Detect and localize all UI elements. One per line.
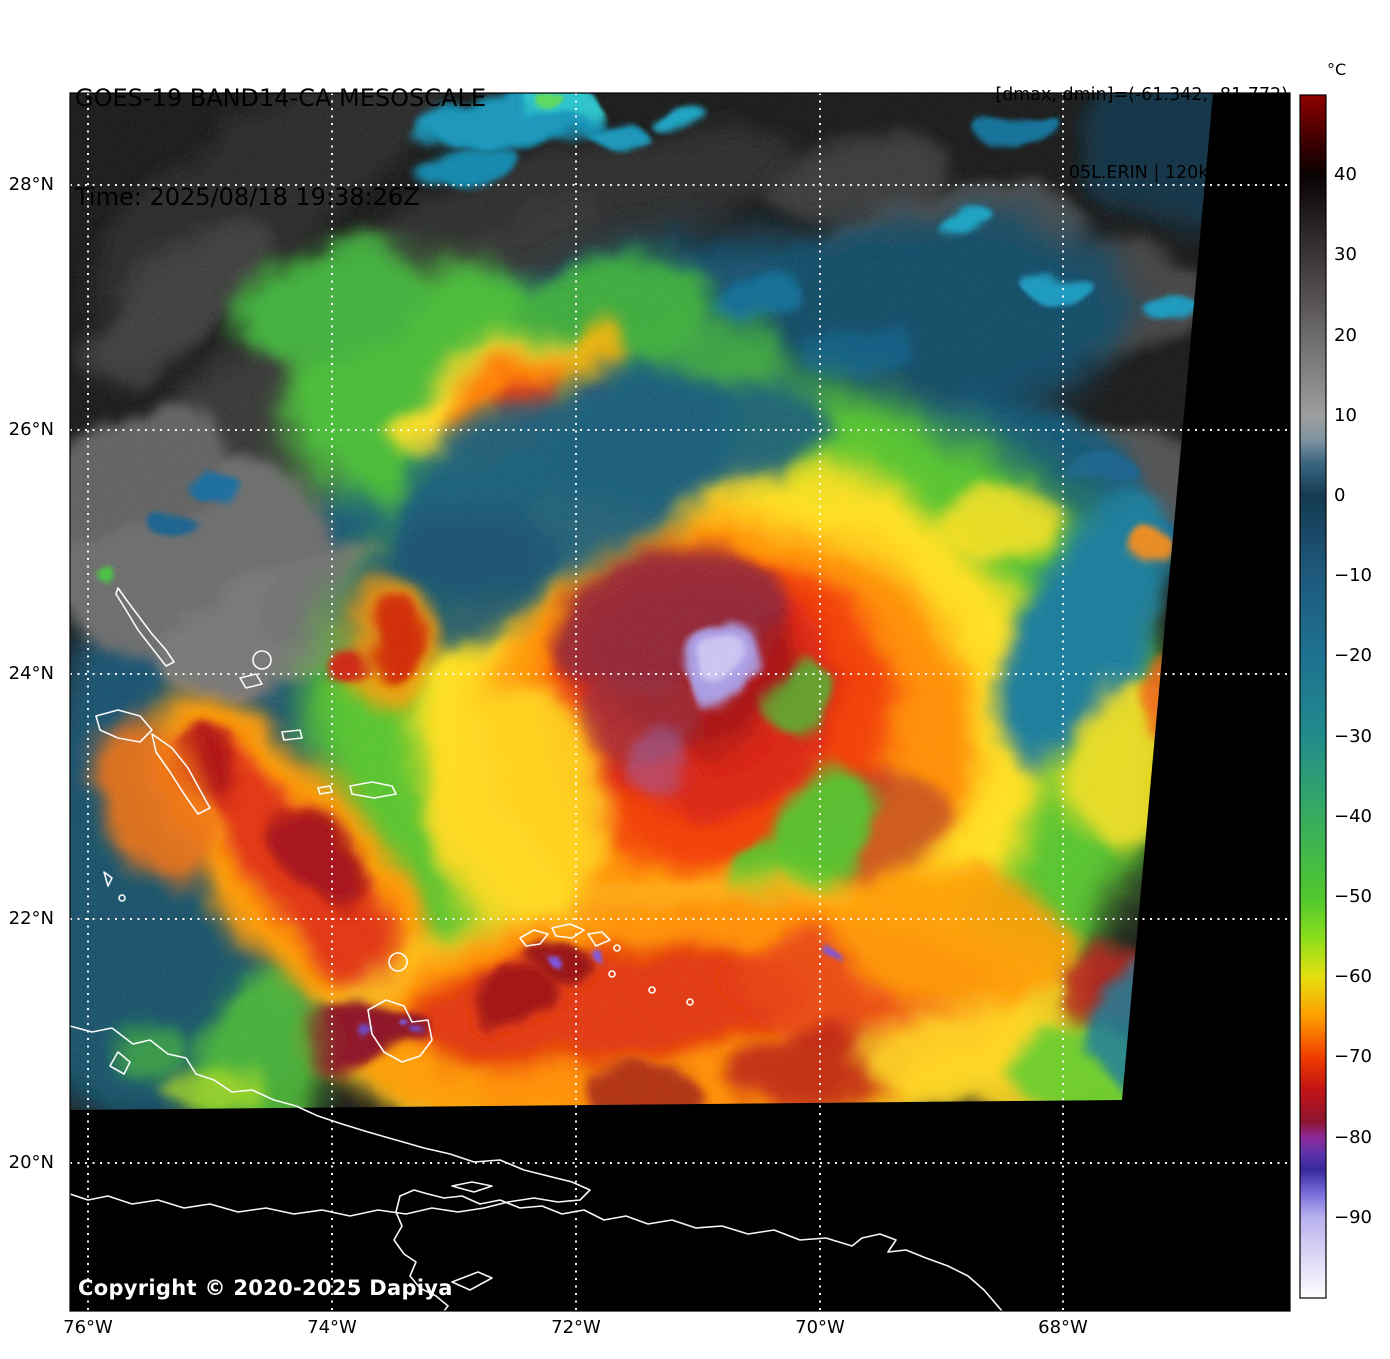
colorbar-tick-label: 10 [1334,407,1357,425]
colorbar-tick-label: 30 [1334,246,1357,264]
colorbar-tick-label: 0 [1334,487,1345,505]
lon-tick-label: 76°W [63,1317,113,1338]
colorbar-tick-label: −60 [1334,968,1372,986]
colorbar-tick-label: −10 [1334,567,1372,585]
plot-title: GOES-19 BAND14-CA MESOSCALE [75,82,486,115]
lat-tick-label: 28°N [0,176,62,194]
lon-tick-label: 72°W [551,1317,601,1338]
meta-block: [dmax, dmin]=(-61.342, -81.772) 05L.ERIN… [995,30,1288,212]
lat-tick-label: 22°N [0,910,62,928]
title-block: GOES-19 BAND14-CA MESOSCALE Time: 2025/0… [75,16,486,247]
colorbar-tick-label: −50 [1334,888,1372,906]
goes-satellite-viewer: { "header": { "title_line1": "GOES-19 BA… [0,0,1390,1359]
lat-tick-label: 26°N [0,421,62,439]
colorbar-tick-label: 20 [1334,327,1357,345]
colorbar-tick-label: 40 [1334,166,1357,184]
colorbar-tick-label: −80 [1334,1129,1372,1147]
dmax-dmin-readout: [dmax, dmin]=(-61.342, -81.772) [995,82,1288,108]
lon-tick-label: 70°W [795,1317,845,1338]
colorbar-tick-label: −40 [1334,808,1372,826]
colorbar-tick-label: −30 [1334,728,1372,746]
colorbar-tick-label: −90 [1334,1209,1372,1227]
lat-tick-label: 20°N [0,1154,62,1172]
plot-timestamp: Time: 2025/08/18 19:38:26Z [75,181,486,214]
colorbar-tick-label: −70 [1334,1048,1372,1066]
lon-tick-label: 74°W [307,1317,357,1338]
lon-tick-label: 68°W [1038,1317,1088,1338]
temperature-colorbar [1300,95,1326,1298]
copyright-watermark: Copyright © 2020-2025 Dapiya [78,1276,453,1300]
colorbar-unit-label: °C [1327,60,1346,79]
lat-tick-label: 24°N [0,665,62,683]
colorbar-tick-label: −20 [1334,647,1372,665]
storm-status-readout: 05L.ERIN | 120kt, 937mb [995,160,1288,186]
